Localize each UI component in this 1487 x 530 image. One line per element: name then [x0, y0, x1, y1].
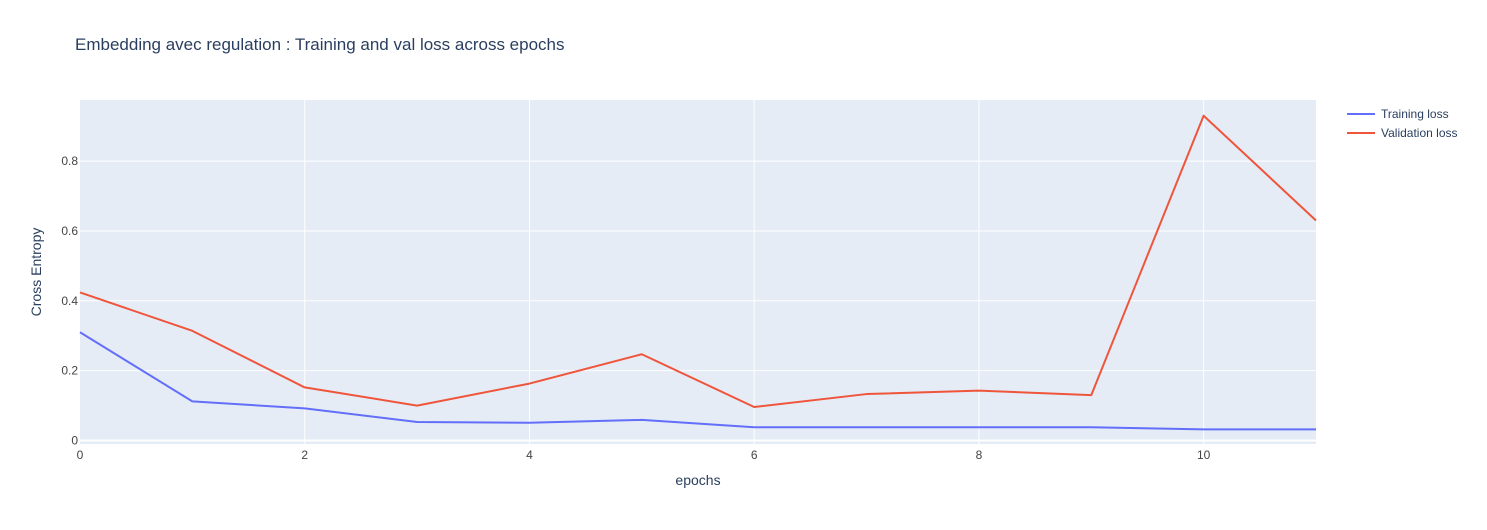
x-tick-label: 2 — [301, 448, 308, 462]
x-tick-label: 0 — [77, 448, 84, 462]
legend-label: Training loss — [1381, 107, 1449, 121]
x-tick-label: 6 — [751, 448, 758, 462]
legend[interactable]: Training loss Validation loss — [1347, 107, 1458, 140]
y-axis-label: Cross Entropy — [28, 228, 44, 317]
series-line-0 — [79, 331, 1316, 431]
series-line-1 — [79, 114, 1317, 408]
legend-item-0[interactable]: Training loss — [1347, 107, 1449, 121]
chart-title: Embedding avec regulation : Training and… — [75, 35, 565, 54]
x-tick-label: 4 — [526, 448, 533, 462]
y-tick-label: 0 — [71, 434, 78, 448]
plot-background — [80, 100, 1316, 444]
legend-item-1[interactable]: Validation loss — [1347, 126, 1458, 140]
y-tick-label: 0.6 — [61, 224, 78, 238]
x-tick-label: 10 — [1197, 448, 1211, 462]
y-tick-label: 0.2 — [61, 364, 78, 378]
y-tick-label: 0.8 — [61, 154, 78, 168]
legend-label: Validation loss — [1381, 126, 1458, 140]
y-tick-label: 0.4 — [61, 294, 78, 308]
x-axis-label: epochs — [675, 472, 720, 488]
axis-layer: 0 2 4 6 8 10 0 0.2 0.4 0.6 0.8 — [61, 154, 1210, 462]
grid-layer — [80, 100, 1316, 444]
x-tick-label: 8 — [976, 448, 983, 462]
series-layer — [79, 114, 1317, 431]
